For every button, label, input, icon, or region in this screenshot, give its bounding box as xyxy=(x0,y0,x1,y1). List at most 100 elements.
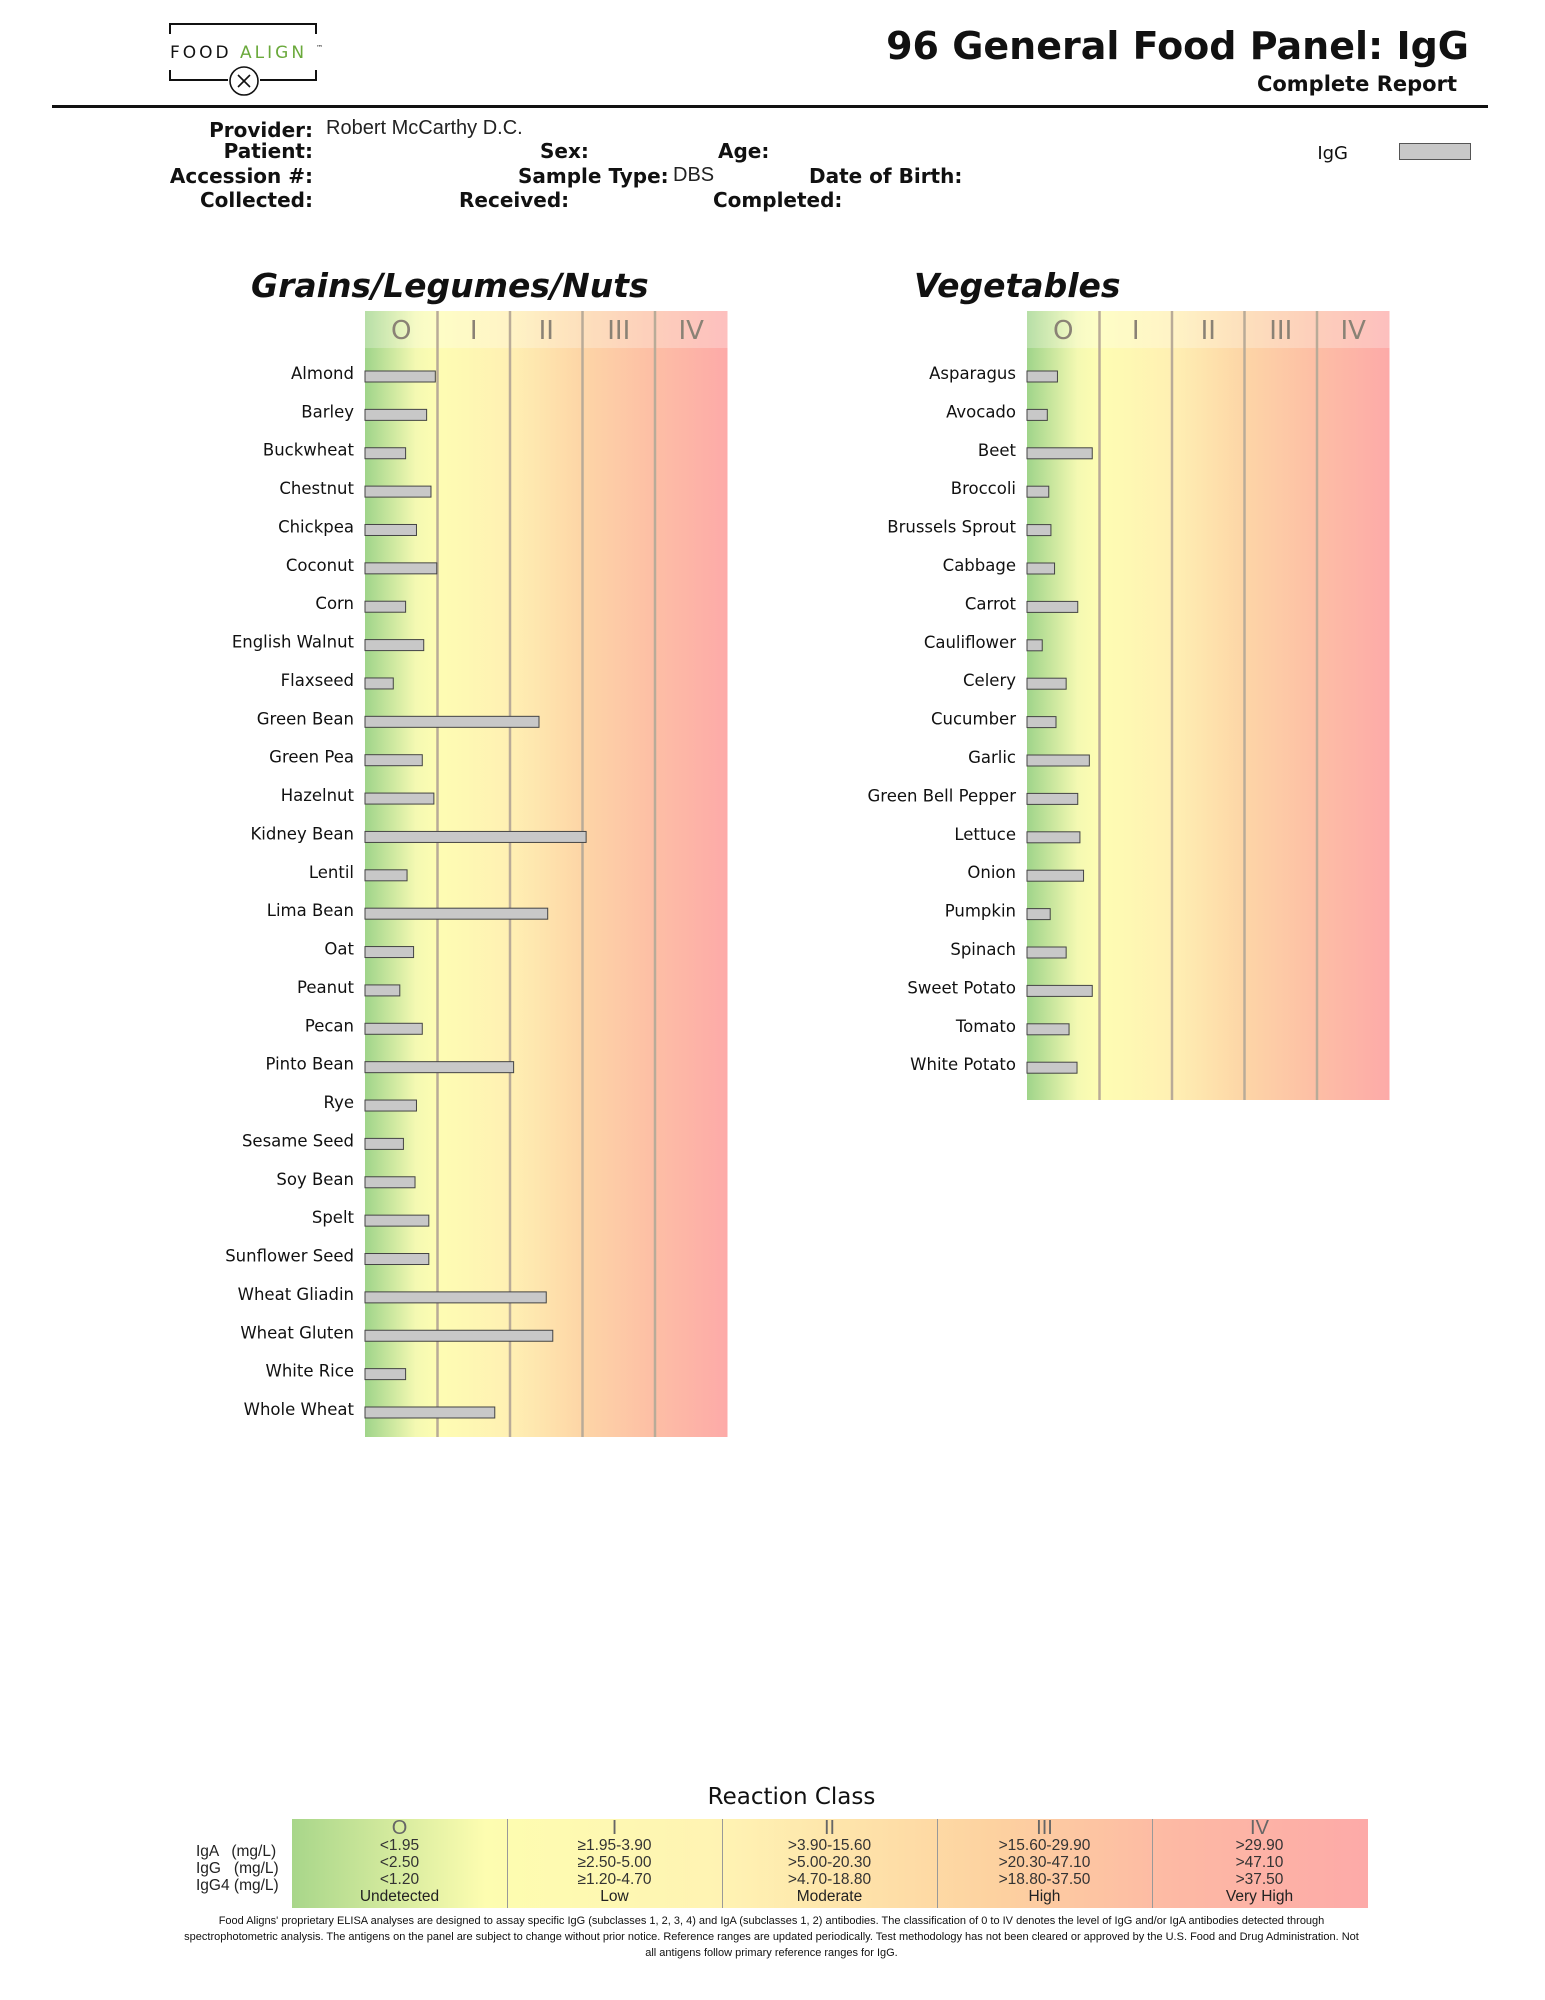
category-label: Wheat Gluten xyxy=(240,1323,354,1342)
header-divider xyxy=(52,105,1488,108)
category-label: Lettuce xyxy=(954,825,1016,844)
category-label: Barley xyxy=(301,402,354,421)
provider-label: Provider: xyxy=(209,118,313,142)
accession-label: Accession #: xyxy=(169,164,313,188)
category-label: Lima Bean xyxy=(267,901,354,920)
rc-row-label-igg4: IgG4 (mg/L) xyxy=(196,1877,279,1894)
category-label: Peanut xyxy=(297,978,355,997)
vegetables-panel-title: Vegetables xyxy=(914,266,1121,305)
logo-wordmark: FOOD ALIGN xyxy=(170,43,308,63)
class-label-i: I xyxy=(470,316,478,346)
category-label: Brussels Sprout xyxy=(887,518,1016,537)
age-label: Age: xyxy=(718,139,770,163)
legend-swatch xyxy=(1399,143,1471,160)
igg-bar xyxy=(1026,447,1093,460)
category-label: Sesame Seed xyxy=(242,1131,354,1150)
category-label: Green Bell Pepper xyxy=(868,786,1017,805)
category-label: Buckwheat xyxy=(263,441,355,460)
rc-column-ii: II >3.90-15.60 >5.00-20.30 >4.70-18.80 M… xyxy=(787,1817,872,1905)
class-label-iii: III xyxy=(607,316,630,346)
category-label: Chestnut xyxy=(279,479,354,498)
class-label-ii: II xyxy=(1201,316,1216,346)
igg-bar xyxy=(1026,370,1058,383)
category-label: Sweet Potato xyxy=(907,978,1016,997)
igg-bar xyxy=(364,1368,407,1381)
igg-bar xyxy=(364,408,428,421)
igg-bar xyxy=(364,600,407,613)
igg-bar xyxy=(364,1214,430,1227)
reaction-band xyxy=(1027,311,1390,1100)
category-label: Garlic xyxy=(968,748,1016,767)
igg-bar xyxy=(364,1406,496,1419)
rc-divider xyxy=(1152,1819,1153,1908)
igg-bar xyxy=(1026,716,1057,729)
chart-0: O I II III IVAlmondBarleyBuckwheatChestnutCh… xyxy=(225,311,728,1437)
igg-bar xyxy=(364,1291,547,1304)
igg-bar xyxy=(1026,1023,1070,1036)
category-label: Pumpkin xyxy=(945,902,1016,921)
category-label: Almond xyxy=(291,364,354,383)
category-label: Coconut xyxy=(286,556,355,575)
igg-bar xyxy=(364,370,436,383)
collected-label: Collected: xyxy=(200,188,313,212)
rc-divider xyxy=(937,1819,938,1908)
category-label: Pecan xyxy=(305,1016,354,1035)
class-label-o: O xyxy=(391,316,411,346)
sample-type-value: DBS xyxy=(673,164,715,186)
category-label: Carrot xyxy=(965,594,1017,613)
completed-label: Completed: xyxy=(713,188,843,212)
logo-frame-icon xyxy=(169,23,317,96)
sample-type-label: Sample Type: xyxy=(518,164,669,188)
food-align-logo: FOOD ALIGN ™ xyxy=(168,22,323,96)
rc-row-label-iga: IgA (mg/L) xyxy=(196,1843,277,1860)
igg-bar xyxy=(364,946,415,959)
category-label: Flaxseed xyxy=(281,671,354,690)
igg-bar xyxy=(1026,1061,1078,1074)
igg-bar xyxy=(364,792,435,805)
igg-bar xyxy=(364,984,401,997)
category-label: Beet xyxy=(978,441,1017,460)
sex-label: Sex: xyxy=(540,139,589,163)
reaction-class-row-labels: IgA (mg/L) IgG (mg/L) IgG4 (mg/L) xyxy=(196,1843,279,1894)
igg-bar xyxy=(364,1022,423,1035)
category-label: Cauliflower xyxy=(924,633,1016,652)
class-header-strip xyxy=(365,311,728,348)
igg-bar xyxy=(364,869,408,882)
igg-bar xyxy=(1026,677,1067,690)
category-label: Wheat Gliadin xyxy=(238,1285,354,1304)
reaction-class-scale: O <1.95 <2.50 <1.20 Undetected I ≥1.95-3… xyxy=(292,1817,1368,1908)
igg-bar xyxy=(364,830,587,843)
provider-value: Robert McCarthy D.C. xyxy=(326,117,523,139)
rc-column-iv: IV >29.90 >47.10 >37.50 Very High xyxy=(1225,1817,1294,1905)
reaction-class-title: Reaction Class xyxy=(707,1784,876,1810)
category-label: Whole Wheat xyxy=(244,1400,355,1419)
igg-bar xyxy=(364,1253,430,1266)
category-label: Tomato xyxy=(955,1017,1016,1036)
category-label: White Potato xyxy=(910,1055,1016,1074)
igg-bar xyxy=(364,639,425,652)
patient-label: Patient: xyxy=(223,139,313,163)
disclaimer-text: Food Aligns' proprietary ELISA analyses … xyxy=(184,1915,1359,1959)
igg-bar xyxy=(364,1137,404,1150)
category-label: Lentil xyxy=(309,863,354,882)
category-label: Spelt xyxy=(312,1208,355,1227)
igg-bar xyxy=(364,562,438,575)
rc-column-iii: III >15.60-29.90 >20.30-47.10 >18.80-37.… xyxy=(998,1817,1091,1905)
igg-bar xyxy=(364,907,549,920)
class-label-i: I xyxy=(1132,316,1140,346)
class-label-o: O xyxy=(1053,316,1073,346)
igg-bar xyxy=(1026,792,1079,805)
rc-column-i: I ≥1.95-3.90 ≥2.50-5.00 ≥1.20-4.70 Low xyxy=(577,1817,652,1905)
legend-label: IgG xyxy=(1317,143,1348,164)
igg-bar xyxy=(1026,831,1081,844)
report-subtitle: Complete Report xyxy=(1256,72,1457,96)
igg-bar xyxy=(364,1176,416,1189)
igg-bar xyxy=(364,754,423,767)
igg-bar xyxy=(1026,869,1085,882)
report-title: 96 General Food Panel: IgG xyxy=(886,24,1469,68)
class-label-ii: II xyxy=(539,316,554,346)
category-label: Avocado xyxy=(946,402,1016,421)
igg-bar xyxy=(1026,562,1056,575)
category-label: Broccoli xyxy=(951,479,1016,498)
rc-divider xyxy=(722,1819,723,1908)
